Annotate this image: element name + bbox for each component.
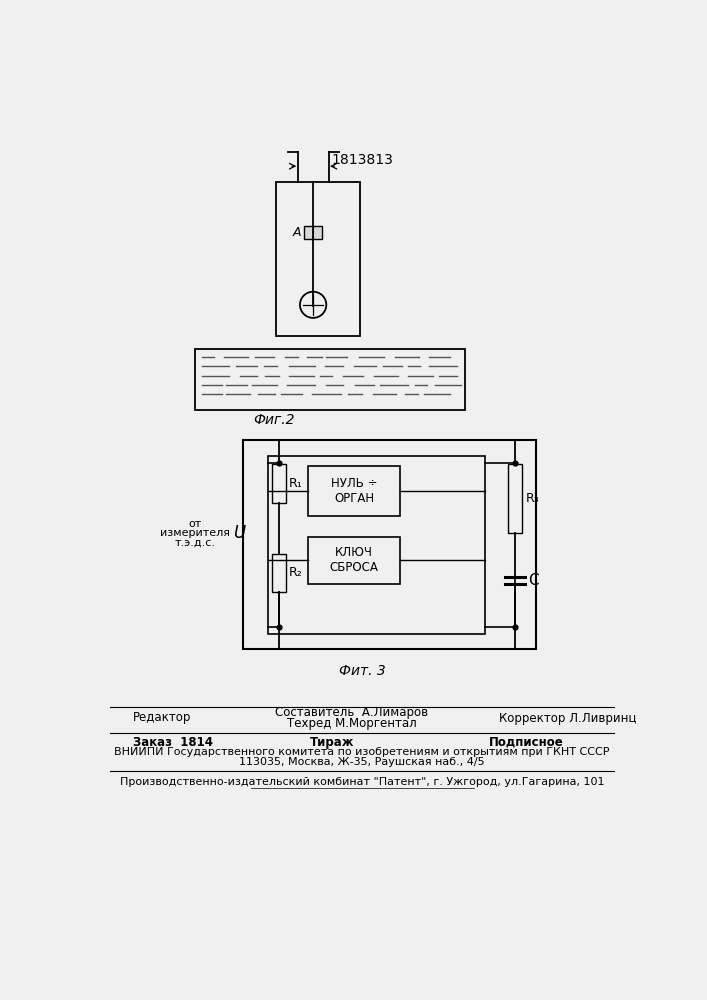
Bar: [195, 349, 465, 410]
Text: A: A: [292, 226, 300, 239]
Text: Фит. 3: Фит. 3: [339, 664, 386, 678]
Text: от: от: [189, 519, 202, 529]
Text: Техред М.Моргентал: Техред М.Моргентал: [287, 717, 416, 730]
Bar: [308, 466, 400, 516]
Text: Корректор Л.Ливринц: Корректор Л.Ливринц: [498, 712, 636, 725]
Text: R₂: R₂: [289, 566, 303, 579]
Bar: [268, 456, 485, 634]
Text: Производственно-издательский комбинат "Патент", г. Ужгород, ул.Гагарина, 101: Производственно-издательский комбинат "П…: [119, 777, 604, 787]
Text: R₃: R₃: [525, 492, 539, 505]
Text: Подписное: Подписное: [489, 736, 563, 749]
Bar: [308, 537, 400, 584]
Bar: [508, 464, 522, 533]
Text: Заказ  1814: Заказ 1814: [134, 736, 214, 749]
Text: измерителя: измерителя: [160, 528, 230, 538]
Text: Составитель  А.Лимаров: Составитель А.Лимаров: [275, 706, 428, 719]
Text: 1813813: 1813813: [332, 153, 394, 167]
Text: 113035, Москва, Ж-35, Раушская наб., 4/5: 113035, Москва, Ж-35, Раушская наб., 4/5: [239, 757, 485, 767]
Bar: [276, 182, 360, 336]
Text: Редактор: Редактор: [134, 711, 192, 724]
Bar: [304, 226, 322, 239]
Text: НУЛЬ ÷
ОРГАН: НУЛЬ ÷ ОРГАН: [331, 477, 378, 505]
Text: R₁: R₁: [289, 477, 303, 490]
Bar: [272, 464, 286, 503]
Text: ВНИИПИ Государственного комитета по изобретениям и открытиям при ГКНТ СССР: ВНИИПИ Государственного комитета по изоб…: [115, 747, 609, 757]
Bar: [243, 440, 537, 649]
Text: C: C: [529, 573, 539, 588]
Text: U: U: [233, 524, 245, 542]
Text: КЛЮЧ
СБРОСА: КЛЮЧ СБРОСА: [329, 546, 379, 574]
Text: Фиг.2: Фиг.2: [254, 413, 295, 427]
Text: т.э.д.с.: т.э.д.с.: [175, 538, 216, 548]
Bar: [272, 554, 286, 592]
Text: Тираж: Тираж: [310, 736, 355, 749]
